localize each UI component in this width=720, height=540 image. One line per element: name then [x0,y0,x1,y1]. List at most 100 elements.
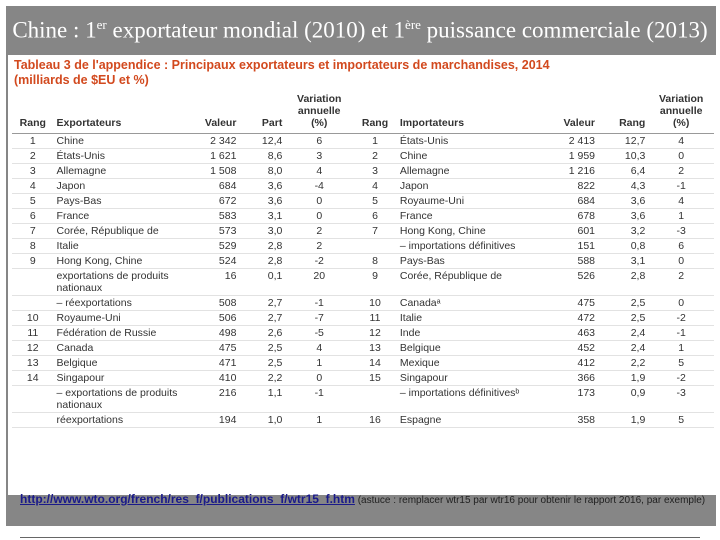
table-cell: réexportations [53,412,183,428]
table-cell: 11 [12,325,54,341]
table-cell: 2 [12,148,54,164]
table-cell: Italie [396,310,535,326]
table-cell: Japon [53,178,183,194]
footer: http://www.wto.org/french/res_f/publicat… [20,492,710,508]
table-row: 8 Italie 529 2,8 2 – importations définitives… [12,238,714,254]
table-cell: Hong Kong, Chine [53,253,183,269]
table-cell: 2,5 [598,310,649,326]
table-cell: 15 [353,370,397,386]
column-header: Valeur [534,92,599,134]
table-cell: Inde [396,325,535,341]
table-cell: 173 [534,385,599,413]
table-cell: Espagne [396,412,535,428]
table-cell: 3 [12,163,54,179]
table-cell: 358 [534,412,599,428]
table-cell: 2 [285,238,354,254]
table-cell: 3,6 [598,193,649,209]
column-header: Importateurs [396,92,535,134]
table-cell: -1 [285,295,354,311]
table-caption: Tableau 3 de l'appendice : Principaux ex… [8,55,718,88]
table-cell: 0 [648,148,714,164]
table-cell: 1,9 [598,412,649,428]
table-cell: Corée, République de [396,268,535,296]
table-cell: 1 [648,340,714,356]
table-cell: 583 [182,208,240,224]
table-cell: exportations de produits nationaux [53,268,183,296]
table-row: – exportations de produits nationaux 216 1… [12,385,714,413]
table-cell: 498 [182,325,240,341]
table-cell: États-Unis [396,133,535,149]
footer-note: (astuce : remplacer wtr15 par wtr16 pour… [354,495,706,506]
table-cell: 216 [182,385,240,413]
table-cell: -1 [648,325,714,341]
table-cell [12,295,54,311]
table-row: 9 Hong Kong, Chine 524 2,8 -2 8 Pays-Bas 588 3,1… [12,253,714,269]
table-cell: -3 [648,223,714,239]
table-cell: 2 [353,148,397,164]
table-cell: 4 [12,178,54,194]
table-cell: 8,0 [239,163,286,179]
table-cell: 412 [534,355,599,371]
table-cell: 2,5 [598,295,649,311]
table-cell: 8 [12,238,54,254]
table-cell: – importations définitives [396,238,535,254]
table-cell: Italie [53,238,183,254]
table-cell: 16 [182,268,240,296]
table-image: Tableau 3 de l'appendice : Principaux ex… [8,55,718,495]
table-cell: Allemagne [396,163,535,179]
table-cell: 1 959 [534,148,599,164]
table-cell: 2,7 [239,295,286,311]
column-header: Rang [12,92,54,134]
table-cell: France [53,208,183,224]
table-cell: 4 [648,133,714,149]
table-cell: 3,1 [598,253,649,269]
column-header: Variation annuelle (%) [648,92,714,134]
bottom-rule [20,537,700,538]
table-cell: 0,1 [239,268,286,296]
table-cell: 16 [353,412,397,428]
table-cell: 0 [648,253,714,269]
table-cell: 1,1 [239,385,286,413]
header-row: Rang Exportateurs Valeur Part Variation annu… [12,92,714,134]
table-cell: 366 [534,370,599,386]
column-header: Rang [598,92,649,134]
table-cell: 5 [12,193,54,209]
table-cell: 1 508 [182,163,240,179]
source-link[interactable]: http://www.wto.org/french/res_f/publicat… [20,492,355,506]
table-cell: 601 [534,223,599,239]
table-cell [353,238,397,254]
table-row: 4 Japon 684 3,6 -4 4 Japon 822 4,3 -1 [12,178,714,194]
title-text: exportateur mondial (2010) et 1 [106,17,406,43]
table-row: 5 Pays-Bas 672 3,6 0 5 Royaume-Uni 684 3,6 4 [12,193,714,209]
table-cell: 2 342 [182,133,240,149]
table-cell: 2,4 [598,340,649,356]
table-cell: 12,7 [598,133,649,149]
table-cell: Royaume-Uni [53,310,183,326]
table-cell: 472 [534,310,599,326]
table-cell: 3,6 [239,193,286,209]
table-cell: 4 [285,163,354,179]
table-cell: 8,6 [239,148,286,164]
table-cell: Hong Kong, Chine [396,223,535,239]
table-body: 1 Chine 2 342 12,4 6 1 États-Unis 2 413 12,7 4 2 Ét… [12,133,714,428]
table-cell: Mexique [396,355,535,371]
table-cell: 2,8 [598,268,649,296]
table-cell: Pays-Bas [53,193,183,209]
table-cell: 684 [182,178,240,194]
table-cell: Singapour [53,370,183,386]
table-cell: 14 [353,355,397,371]
table-cell: 3,6 [239,178,286,194]
table-row: 3 Allemagne 1 508 8,0 4 3 Allemagne 1 216 6,4 2 [12,163,714,179]
table-cell: 8 [353,253,397,269]
table-cell: 1 [353,133,397,149]
table-cell: 0,8 [598,238,649,254]
table-cell: 0 [648,295,714,311]
table-row: 11 Fédération de Russie 498 2,6 -5 12 Inde 463 2… [12,325,714,341]
table-cell: 7 [12,223,54,239]
table-cell: 9 [12,253,54,269]
table-row: réexportations 194 1,0 1 16 Espagne 358 1,9 5 [12,412,714,428]
table-cell: 2 [285,223,354,239]
table-cell: Singapour [396,370,535,386]
table-cell: 2 413 [534,133,599,149]
